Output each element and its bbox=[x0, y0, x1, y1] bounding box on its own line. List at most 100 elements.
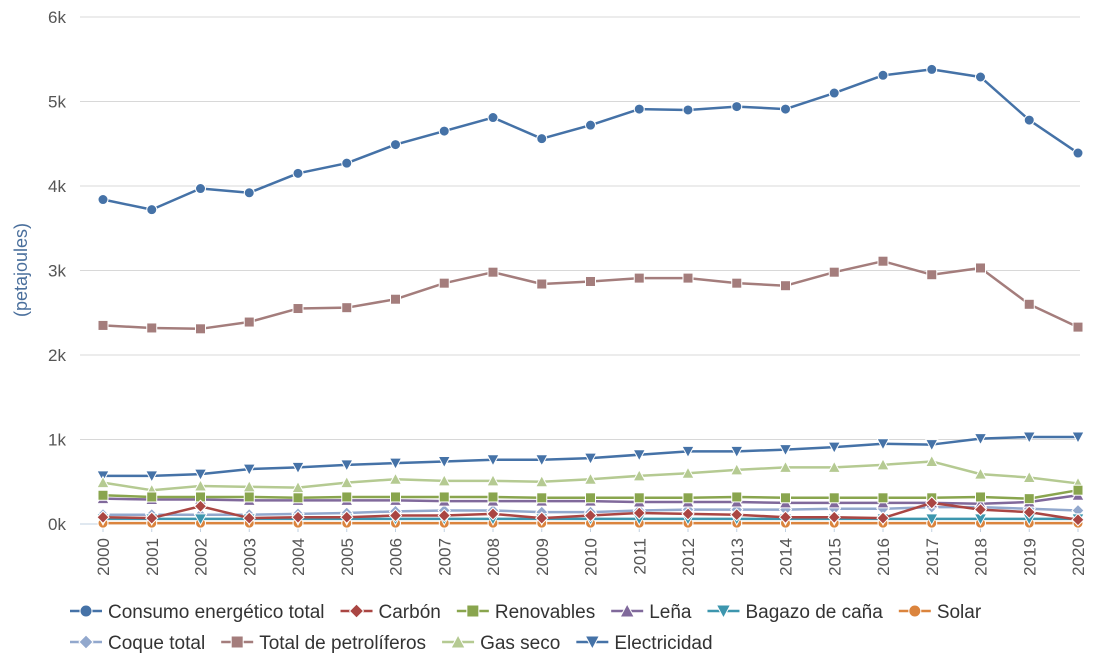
legend-symbol bbox=[230, 635, 244, 649]
legend-item[interactable]: Renovables bbox=[456, 602, 595, 623]
data-point bbox=[828, 266, 840, 278]
data-point bbox=[438, 491, 450, 503]
legend-item[interactable]: Solar bbox=[898, 602, 982, 623]
data-point bbox=[96, 475, 110, 489]
data-point bbox=[1023, 114, 1035, 126]
data-point bbox=[973, 502, 988, 517]
x-tick-label: 2010 bbox=[582, 538, 601, 576]
series-9 bbox=[96, 431, 1085, 483]
data-point bbox=[291, 510, 305, 524]
data-point bbox=[973, 467, 988, 480]
data-point bbox=[681, 445, 695, 459]
x-tick-label: 2015 bbox=[825, 538, 844, 576]
x-tick-label: 2006 bbox=[387, 538, 406, 576]
y-tick-label: 5k bbox=[48, 93, 66, 112]
x-tick-label: 2014 bbox=[777, 538, 796, 576]
data-point bbox=[193, 478, 208, 492]
legend-symbol bbox=[715, 604, 732, 620]
data-point bbox=[632, 506, 646, 520]
x-tick-label: 2020 bbox=[1069, 538, 1088, 576]
x-tick-label: 2009 bbox=[533, 538, 552, 576]
data-point bbox=[341, 302, 353, 314]
x-tick-label: 2001 bbox=[143, 538, 162, 576]
data-point bbox=[195, 323, 206, 335]
x-tick-label: 2008 bbox=[484, 538, 503, 576]
data-point bbox=[145, 511, 159, 525]
data-point bbox=[730, 507, 744, 522]
legend-symbol bbox=[450, 633, 466, 649]
data-point bbox=[144, 470, 159, 483]
data-point bbox=[975, 71, 986, 83]
data-point bbox=[876, 457, 890, 471]
data-point bbox=[534, 474, 549, 488]
data-point bbox=[975, 262, 986, 274]
data-point bbox=[292, 303, 304, 315]
data-point bbox=[778, 510, 793, 524]
data-point bbox=[1022, 431, 1037, 445]
data-point bbox=[1072, 147, 1084, 159]
data-point bbox=[438, 125, 450, 137]
series-group bbox=[96, 63, 1085, 529]
data-point bbox=[1022, 505, 1036, 519]
legend-item[interactable]: Carbón bbox=[340, 602, 441, 623]
x-tick-label: 2018 bbox=[972, 538, 991, 576]
legend-label: Solar bbox=[937, 602, 982, 623]
x-tick-label: 2019 bbox=[1020, 538, 1039, 576]
data-point bbox=[780, 280, 791, 292]
legend-item[interactable]: Coque total bbox=[70, 633, 205, 654]
data-point bbox=[926, 269, 938, 281]
data-point bbox=[486, 473, 500, 487]
data-point bbox=[193, 499, 208, 513]
legend-item[interactable]: Leña bbox=[611, 602, 692, 623]
data-point bbox=[1072, 321, 1084, 333]
x-tick-label: 2005 bbox=[338, 538, 357, 576]
data-point bbox=[341, 157, 353, 169]
data-point bbox=[682, 272, 694, 284]
data-point bbox=[583, 452, 598, 466]
data-point bbox=[1023, 298, 1035, 310]
data-point bbox=[97, 489, 109, 501]
data-point bbox=[924, 439, 939, 452]
data-point bbox=[341, 491, 353, 503]
y-axis: 0k 1k 2k 3k 4k 5k 6k bbox=[48, 8, 66, 534]
legend-symbol bbox=[79, 604, 93, 618]
series-1 bbox=[96, 496, 1085, 527]
data-point bbox=[729, 445, 744, 459]
data-point bbox=[780, 103, 791, 115]
x-tick-label: 2004 bbox=[289, 538, 308, 576]
series-7 bbox=[97, 255, 1084, 335]
legend-item[interactable]: Consumo energético total bbox=[70, 602, 325, 623]
data-point bbox=[534, 454, 549, 467]
x-tick-label: 2011 bbox=[630, 538, 649, 575]
data-point bbox=[243, 316, 255, 328]
data-point bbox=[536, 133, 548, 145]
y-tick-label: 2k bbox=[48, 346, 66, 365]
data-point bbox=[729, 462, 744, 476]
data-point bbox=[925, 496, 939, 510]
legend-symbol bbox=[466, 604, 480, 618]
data-point bbox=[877, 69, 889, 81]
legend-label: Renovables bbox=[495, 602, 595, 623]
data-point bbox=[583, 472, 598, 485]
y-axis-title: (petajoules) bbox=[11, 223, 31, 317]
legend-item[interactable]: Bagazo de caña bbox=[707, 602, 883, 623]
legend-item[interactable]: Gas seco bbox=[442, 633, 560, 654]
data-point bbox=[291, 461, 305, 475]
data-point bbox=[924, 454, 939, 467]
y-tick-label: 4k bbox=[48, 177, 66, 196]
legend-item[interactable]: Electricidad bbox=[576, 633, 713, 654]
data-point bbox=[437, 508, 451, 523]
legend-symbol bbox=[584, 635, 601, 651]
data-point bbox=[633, 492, 645, 504]
data-point bbox=[146, 204, 158, 216]
legend-item[interactable]: Total de petrolíferos bbox=[221, 633, 426, 654]
data-point bbox=[97, 319, 109, 331]
data-point bbox=[583, 508, 598, 523]
x-tick-label: 2002 bbox=[192, 538, 211, 576]
data-point bbox=[146, 322, 158, 334]
data-point bbox=[828, 87, 840, 99]
data-point bbox=[827, 441, 842, 455]
x-tick-label: 2003 bbox=[240, 538, 259, 576]
data-point bbox=[437, 473, 452, 487]
data-point bbox=[486, 507, 500, 521]
